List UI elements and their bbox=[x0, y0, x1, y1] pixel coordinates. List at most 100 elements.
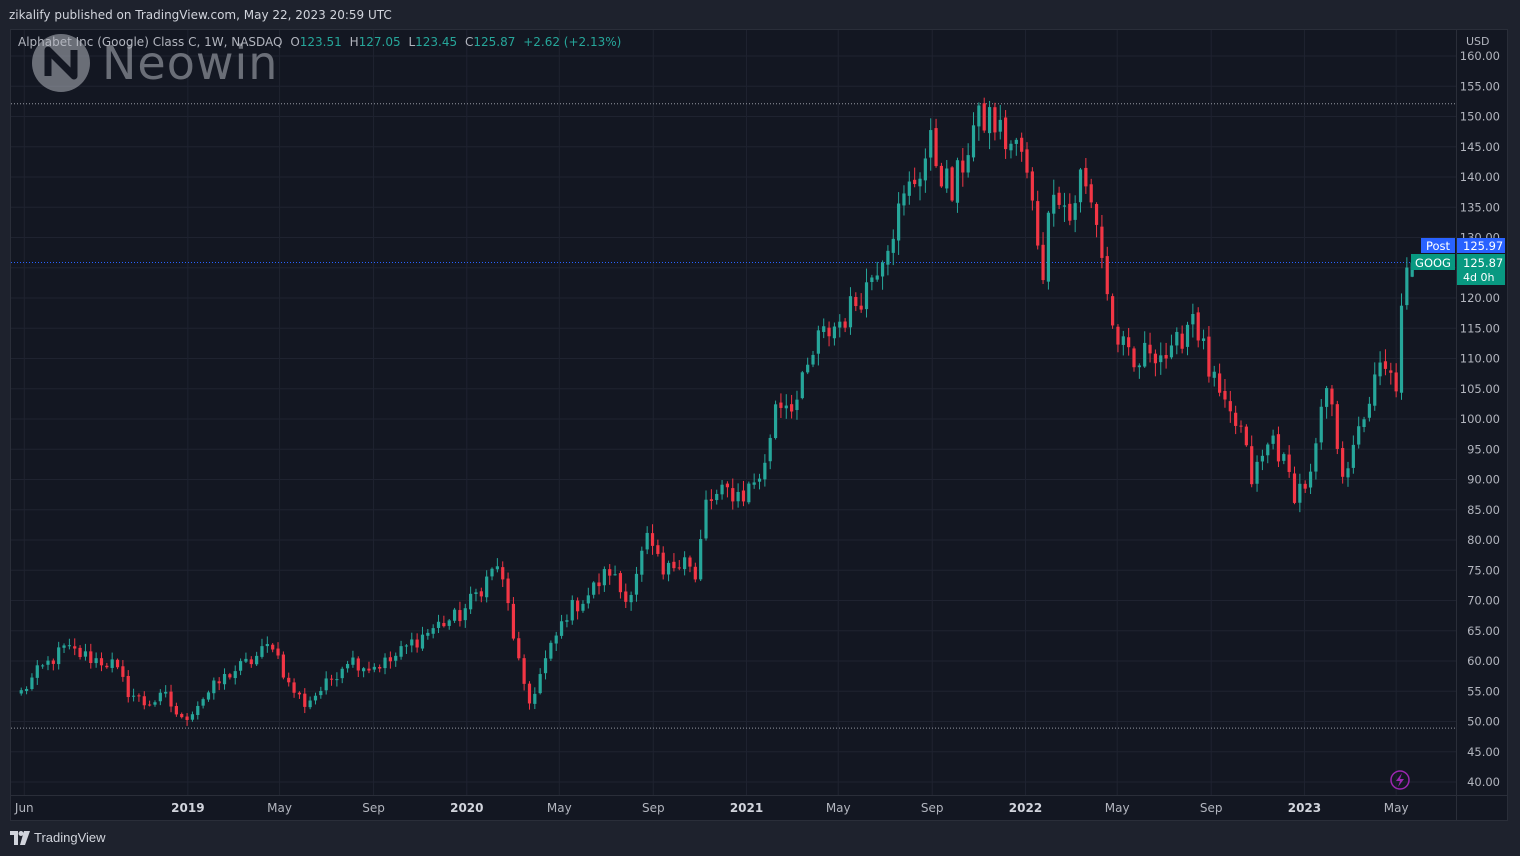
candle[interactable] bbox=[447, 618, 451, 630]
candle[interactable] bbox=[752, 473, 756, 489]
candle[interactable] bbox=[1383, 349, 1388, 376]
candle[interactable] bbox=[1389, 362, 1393, 385]
candle[interactable] bbox=[1180, 325, 1184, 354]
candle[interactable] bbox=[811, 350, 815, 368]
candle[interactable] bbox=[1244, 424, 1248, 447]
candle[interactable] bbox=[51, 658, 55, 671]
candle[interactable] bbox=[217, 677, 221, 691]
candle[interactable] bbox=[747, 481, 751, 505]
candle[interactable] bbox=[1132, 346, 1136, 372]
candle[interactable] bbox=[806, 357, 810, 375]
candle[interactable] bbox=[506, 572, 510, 611]
candle[interactable] bbox=[35, 660, 39, 685]
candle[interactable] bbox=[19, 687, 23, 696]
candle[interactable] bbox=[474, 588, 478, 602]
candle[interactable] bbox=[24, 686, 29, 695]
candle[interactable] bbox=[1148, 332, 1152, 363]
candle[interactable] bbox=[576, 597, 580, 620]
candle[interactable] bbox=[1169, 334, 1174, 360]
candle[interactable] bbox=[313, 692, 318, 705]
candle[interactable] bbox=[1191, 303, 1195, 338]
candle[interactable] bbox=[683, 551, 687, 576]
candle[interactable] bbox=[1228, 390, 1232, 423]
candle[interactable] bbox=[608, 564, 612, 585]
candle[interactable] bbox=[1121, 330, 1125, 356]
candle[interactable] bbox=[292, 678, 296, 698]
candle[interactable] bbox=[923, 148, 927, 193]
candle[interactable] bbox=[308, 696, 312, 710]
candle[interactable] bbox=[832, 322, 837, 346]
candle[interactable] bbox=[83, 643, 88, 661]
candle[interactable] bbox=[854, 292, 858, 312]
candle[interactable] bbox=[1025, 142, 1029, 179]
candle[interactable] bbox=[1175, 327, 1179, 355]
candle[interactable] bbox=[94, 652, 98, 668]
candle[interactable] bbox=[271, 643, 275, 653]
candle[interactable] bbox=[1111, 293, 1115, 329]
candle[interactable] bbox=[902, 185, 906, 216]
candle[interactable] bbox=[1009, 140, 1013, 159]
candle[interactable] bbox=[543, 650, 548, 680]
candle[interactable] bbox=[469, 586, 473, 614]
candle[interactable] bbox=[351, 650, 355, 668]
candle[interactable] bbox=[62, 643, 66, 654]
candle[interactable] bbox=[870, 274, 874, 291]
candle[interactable] bbox=[773, 400, 778, 440]
candle[interactable] bbox=[67, 638, 71, 650]
candle[interactable] bbox=[1346, 461, 1350, 487]
candle[interactable] bbox=[1127, 327, 1131, 356]
candle[interactable] bbox=[158, 689, 162, 706]
candle[interactable] bbox=[228, 672, 232, 680]
candle[interactable] bbox=[880, 260, 885, 290]
candle[interactable] bbox=[672, 553, 676, 572]
candle[interactable] bbox=[934, 118, 938, 168]
lightning-alert-icon[interactable] bbox=[1390, 770, 1410, 790]
candle[interactable] bbox=[394, 652, 398, 667]
candle[interactable] bbox=[939, 162, 944, 188]
candle[interactable] bbox=[918, 172, 922, 201]
candle[interactable] bbox=[693, 562, 697, 583]
candle[interactable] bbox=[185, 713, 189, 726]
candle[interactable] bbox=[303, 688, 307, 714]
candle[interactable] bbox=[945, 160, 949, 193]
candle[interactable] bbox=[420, 626, 425, 651]
candle[interactable] bbox=[1062, 192, 1067, 222]
candle[interactable] bbox=[554, 631, 558, 651]
candle[interactable] bbox=[1137, 363, 1141, 379]
candle[interactable] bbox=[249, 656, 253, 668]
candle[interactable] bbox=[415, 633, 419, 653]
candle[interactable] bbox=[335, 672, 339, 687]
candle[interactable] bbox=[656, 539, 660, 557]
candle[interactable] bbox=[549, 640, 553, 661]
candle[interactable] bbox=[436, 614, 441, 634]
candle[interactable] bbox=[1153, 349, 1158, 377]
candle[interactable] bbox=[1330, 385, 1334, 417]
candle[interactable] bbox=[1201, 329, 1206, 350]
candle[interactable] bbox=[736, 483, 740, 508]
candle[interactable] bbox=[121, 660, 125, 682]
candle[interactable] bbox=[410, 632, 414, 653]
candle[interactable] bbox=[511, 597, 516, 641]
candle[interactable] bbox=[190, 711, 195, 722]
candle[interactable] bbox=[709, 489, 713, 510]
candle[interactable] bbox=[404, 644, 409, 655]
candle[interactable] bbox=[1004, 110, 1008, 159]
candle[interactable] bbox=[1239, 420, 1243, 433]
candle[interactable] bbox=[586, 587, 590, 609]
candle[interactable] bbox=[624, 583, 628, 609]
candle[interactable] bbox=[763, 454, 767, 487]
candle[interactable] bbox=[1223, 379, 1227, 408]
candle[interactable] bbox=[329, 674, 334, 686]
candle[interactable] bbox=[115, 658, 120, 670]
candle[interactable] bbox=[891, 229, 895, 266]
candle[interactable] bbox=[1159, 342, 1163, 375]
tradingview-footer[interactable]: TradingView bbox=[10, 830, 106, 845]
candle[interactable] bbox=[426, 628, 430, 640]
candle[interactable] bbox=[222, 668, 227, 690]
candle[interactable] bbox=[1068, 193, 1072, 226]
candle[interactable] bbox=[913, 167, 917, 188]
candle[interactable] bbox=[522, 654, 526, 691]
candles[interactable] bbox=[19, 97, 1414, 726]
candle[interactable] bbox=[570, 595, 574, 625]
